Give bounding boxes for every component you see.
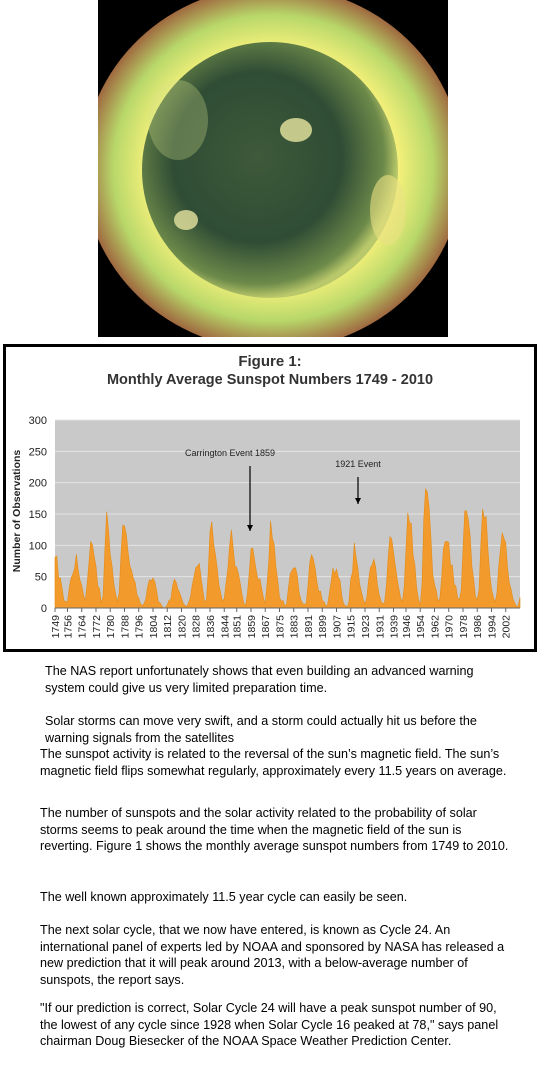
chart-title: Figure 1: — [238, 353, 301, 370]
y-tick-label: 50 — [35, 572, 47, 584]
y-tick-label: 100 — [29, 540, 47, 552]
y-tick-label: 200 — [29, 478, 47, 490]
x-tick-label: 1749 — [50, 615, 62, 639]
y-tick-label: 150 — [29, 509, 47, 521]
x-tick-label: 1756 — [62, 615, 74, 639]
sunspot-area — [54, 487, 521, 609]
x-tick-label: 1986 — [472, 615, 484, 639]
y-axis-label: Number of Observations — [11, 450, 23, 573]
x-tick-label: 1796 — [134, 615, 146, 639]
x-tick-label: 1883 — [289, 615, 301, 639]
paragraph: The sunspot activity is related to the r… — [40, 747, 507, 778]
x-tick-label: 1859 — [246, 615, 258, 639]
arrow-head — [247, 525, 253, 531]
x-tick-label: 1891 — [303, 615, 315, 639]
x-tick-label: 1780 — [105, 615, 117, 639]
x-tick-label: 1804 — [148, 615, 160, 639]
x-tick-label: 1931 — [374, 615, 386, 639]
sun-image — [98, 0, 448, 337]
y-tick-label: 0 — [41, 603, 47, 615]
x-tick-label: 1844 — [219, 615, 231, 639]
paragraph: The well known approximately 11.5 year c… — [40, 890, 408, 904]
x-tick-label: 1899 — [317, 615, 329, 639]
x-tick-label: 1915 — [346, 615, 358, 639]
x-tick-label: 1828 — [191, 615, 203, 639]
x-tick-label: 1994 — [486, 615, 498, 639]
x-tick-label: 1867 — [260, 615, 272, 639]
arrow-head — [355, 498, 361, 504]
x-tick-label: 1851 — [232, 615, 244, 639]
paragraph: The next solar cycle, that we now have e… — [40, 923, 505, 987]
x-tick-label: 1954 — [415, 615, 427, 639]
y-tick-label: 300 — [29, 415, 47, 427]
paragraph: "If our prediction is correct, Solar Cyc… — [40, 1001, 499, 1048]
x-tick-label: 1812 — [162, 615, 174, 639]
paragraph: The NAS report unfortunately shows that … — [45, 664, 474, 695]
x-tick-label: 1772 — [91, 615, 103, 639]
x-tick-label: 1836 — [205, 615, 217, 639]
chart-subtitle: Monthly Average Sunspot Numbers 1749 - 2… — [107, 372, 433, 388]
x-tick-label: 1939 — [389, 615, 401, 639]
x-tick-label: 1962 — [429, 615, 441, 639]
paragraph: The number of sunspots and the solar act… — [40, 806, 509, 853]
x-tick-label: 2002 — [501, 615, 513, 639]
x-tick-label: 1923 — [360, 615, 372, 639]
annotation: Carrington Event 1859 — [185, 448, 275, 458]
y-tick-label: 250 — [29, 446, 47, 458]
x-tick-label: 1907 — [331, 615, 343, 639]
chart: Figure 1: Monthly Average Sunspot Number… — [3, 344, 537, 652]
x-tick-label: 1970 — [444, 615, 456, 639]
x-tick-label: 1978 — [458, 615, 470, 639]
x-tick-label: 1764 — [77, 615, 89, 639]
paragraph: Solar storms can move very swift, and a … — [45, 714, 477, 745]
x-tick-label: 1875 — [274, 615, 286, 639]
x-tick-label: 1820 — [176, 615, 188, 639]
annotation: 1921 Event — [335, 459, 381, 469]
x-tick-label: 1788 — [119, 615, 131, 639]
x-tick-label: 1946 — [401, 615, 413, 639]
